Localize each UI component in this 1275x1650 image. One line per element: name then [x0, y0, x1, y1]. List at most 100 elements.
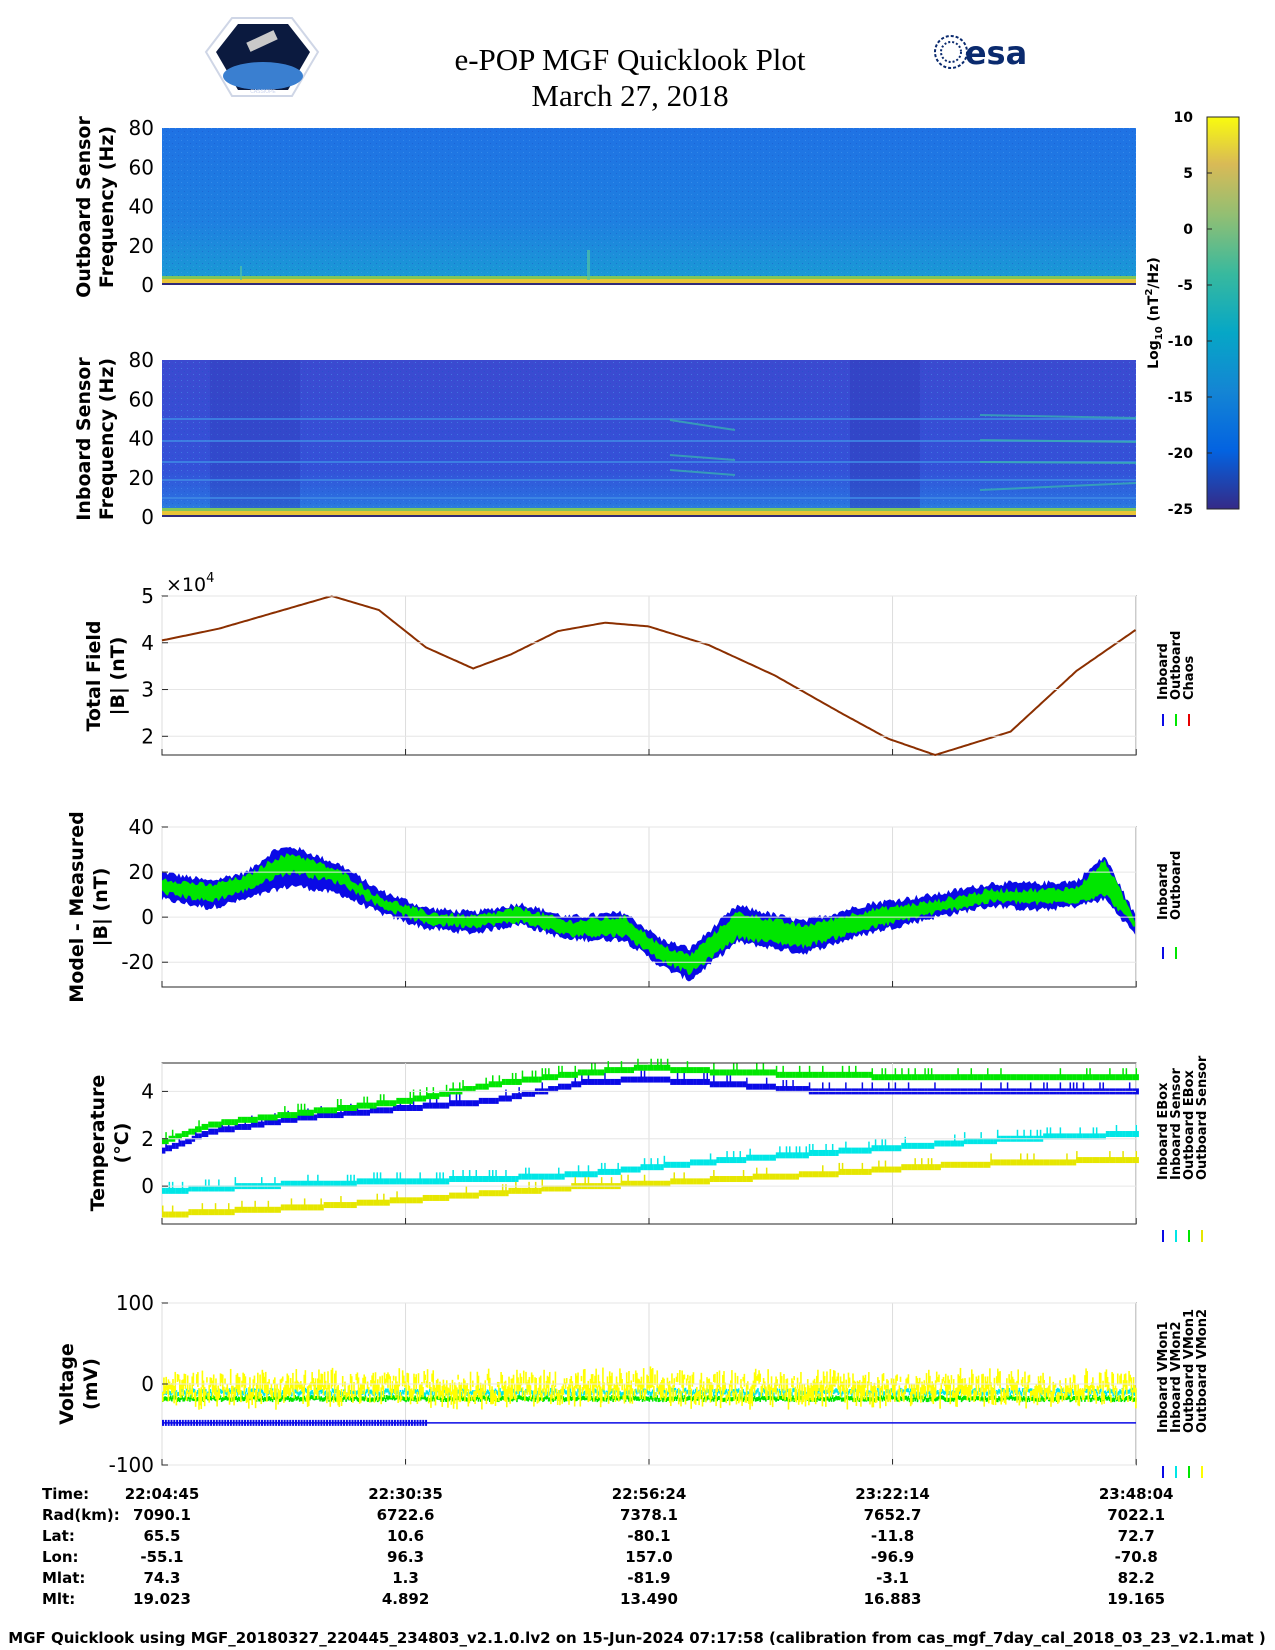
voltage-point	[449, 1395, 451, 1400]
temperature-point	[765, 1154, 770, 1161]
voltage-point	[950, 1391, 953, 1396]
temperature-point	[848, 1065, 850, 1076]
temperature-point	[561, 1083, 565, 1090]
voltage-point	[518, 1382, 521, 1391]
voltage-point	[832, 1397, 835, 1402]
voltage-point	[392, 1375, 395, 1381]
voltage-point	[823, 1375, 826, 1384]
temperature-point	[1102, 1157, 1106, 1164]
y-tick-label: 40	[129, 195, 154, 219]
temperature-point	[713, 1081, 717, 1088]
temperature-point	[327, 1202, 331, 1209]
temperature-point	[818, 1149, 823, 1156]
voltage-point	[1116, 1396, 1119, 1401]
voltage-point	[267, 1397, 269, 1402]
voltage-point	[1030, 1388, 1033, 1393]
temperature-point	[765, 1069, 770, 1076]
voltage-point	[762, 1388, 765, 1393]
voltage-point	[443, 1388, 446, 1393]
voltage-point	[450, 1391, 453, 1405]
voltage-point	[495, 1389, 498, 1394]
voltage-point	[1120, 1398, 1122, 1403]
voltage-point	[963, 1385, 965, 1396]
temperature-point	[1029, 1074, 1034, 1081]
temperature-point	[181, 1181, 184, 1192]
voltage-point	[455, 1385, 457, 1399]
voltage-point	[976, 1379, 979, 1385]
temperature-point	[792, 1080, 794, 1091]
voltage-point	[908, 1398, 911, 1403]
voltage-point	[763, 1389, 766, 1394]
temperature-point	[657, 1058, 659, 1069]
voltage-point	[358, 1387, 361, 1404]
voltage-point	[530, 1389, 533, 1394]
voltage-inboard-vmon1-point	[190, 1419, 193, 1426]
temperature-point	[650, 1064, 654, 1071]
voltage-point	[546, 1375, 549, 1389]
temperature-point	[1089, 1133, 1093, 1140]
temperature-point	[211, 1128, 215, 1135]
temperature-point	[336, 1112, 341, 1119]
temperature-point	[564, 1071, 569, 1078]
temperature-point	[957, 1068, 959, 1079]
voltage-inboard-vmon1-point	[314, 1419, 317, 1426]
temperature-point	[782, 1086, 786, 1093]
temperature-point	[297, 1180, 301, 1187]
voltage-point	[1037, 1397, 1040, 1402]
temperature-point	[435, 1172, 438, 1183]
voltage-point	[257, 1372, 259, 1389]
voltage-point	[335, 1389, 337, 1394]
temperature-point	[360, 1102, 364, 1109]
voltage-inboard-vmon1-point	[204, 1419, 207, 1426]
voltage-point	[348, 1384, 351, 1400]
temperature-point	[1135, 1125, 1138, 1136]
temperature-point	[594, 1078, 598, 1085]
voltage-point	[630, 1397, 633, 1402]
voltage-point	[427, 1395, 430, 1404]
temperature-point	[822, 1165, 824, 1176]
temperature-point	[224, 1119, 229, 1126]
temperature-point	[379, 1100, 384, 1107]
voltage-point	[294, 1395, 296, 1400]
voltage-point	[1001, 1395, 1004, 1402]
voltage-point	[570, 1396, 573, 1401]
temperature-point	[178, 1187, 182, 1194]
temperature-point	[990, 1138, 994, 1145]
voltage-point	[842, 1397, 844, 1402]
voltage-point	[1045, 1392, 1048, 1397]
voltage-point	[666, 1396, 669, 1401]
temperature-point	[422, 1102, 427, 1109]
total-field-ylabel-2: |B| (nT)	[107, 637, 129, 716]
voltage-point	[605, 1397, 608, 1402]
temperature-point	[960, 1161, 965, 1168]
temperature-point	[594, 1069, 598, 1076]
voltage-point	[238, 1377, 241, 1394]
voltage-point	[392, 1395, 395, 1400]
voltage-point	[244, 1391, 247, 1396]
voltage-point	[804, 1387, 807, 1407]
voltage-point	[425, 1390, 428, 1395]
temperature-point	[188, 1138, 192, 1145]
voltage-point	[314, 1396, 317, 1401]
voltage-point	[620, 1392, 622, 1397]
voltage-point	[214, 1396, 216, 1401]
temperature-point	[696, 1078, 701, 1085]
temperature-point	[475, 1192, 479, 1199]
voltage-point	[567, 1386, 569, 1401]
voltage-point	[290, 1392, 293, 1397]
temperature-point	[637, 1180, 641, 1187]
temperature-point	[663, 1161, 668, 1168]
voltage-point	[513, 1384, 516, 1399]
voltage-point	[204, 1391, 207, 1396]
voltage-point	[545, 1380, 548, 1395]
voltage-point	[891, 1395, 894, 1400]
temperature-point	[1006, 1159, 1011, 1166]
temperature-point	[171, 1205, 174, 1216]
voltage-point	[830, 1384, 833, 1397]
voltage-point	[258, 1397, 260, 1402]
temperature-point	[954, 1134, 956, 1145]
temperature-point	[587, 1165, 590, 1176]
temperature-point	[944, 1161, 948, 1168]
temperature-point	[666, 1058, 669, 1069]
temperature-point	[1095, 1133, 1100, 1140]
